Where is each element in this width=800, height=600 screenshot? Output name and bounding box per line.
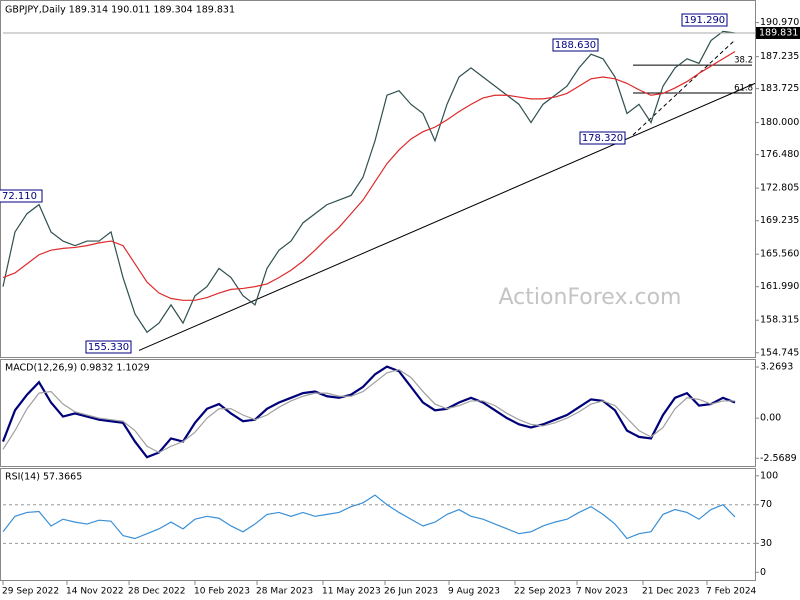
annotation-box xyxy=(552,38,599,52)
y-tick-label: 176.480 xyxy=(760,149,799,160)
x-tick-label: 21 Dec 2023 xyxy=(642,587,700,597)
fib-line xyxy=(632,39,736,136)
chart-title: GBPJPY,Daily 189.314 190.011 189.304 189… xyxy=(5,5,235,16)
x-tick-label: 28 Mar 2023 xyxy=(256,587,313,597)
price-tag xyxy=(756,26,800,39)
watermark: ActionForex.com xyxy=(499,285,682,310)
annotation: 191.290 xyxy=(684,15,725,26)
macd-panel xyxy=(0,359,756,467)
y-tick-label: 187.235 xyxy=(760,51,799,62)
x-tick-label: 29 Sep 2022 xyxy=(2,587,59,597)
macd-title: MACD(12,26,9) 0.9832 1.1029 xyxy=(5,363,150,374)
y-tick-label: -2.5689 xyxy=(760,453,797,464)
y-tick-label: 0 xyxy=(760,567,766,578)
y-tick-label: 165.560 xyxy=(760,249,799,260)
x-tick-label: 10 Feb 2023 xyxy=(194,587,250,597)
y-tick-label: 100 xyxy=(760,470,778,481)
trendline xyxy=(138,82,756,351)
annotation-box xyxy=(681,13,728,27)
rsi-panel xyxy=(0,468,756,581)
annotation: 155.330 xyxy=(88,342,129,353)
annotation: 72.110 xyxy=(2,191,37,202)
series-line xyxy=(2,50,736,301)
x-tick-label: 9 Aug 2023 xyxy=(448,587,500,597)
x-tick-label: 7 Nov 2023 xyxy=(576,587,628,597)
annotation-box xyxy=(85,340,132,354)
x-tick-label: 11 May 2023 xyxy=(322,587,381,597)
y-tick-label: 183.725 xyxy=(760,83,799,94)
y-tick-label: 172.805 xyxy=(760,183,799,194)
y-tick-label: 161.990 xyxy=(760,281,799,292)
y-tick-label: 3.2693 xyxy=(760,362,793,373)
price-tag-label: 189.831 xyxy=(759,27,798,38)
annotation: 178.320 xyxy=(582,133,623,144)
series-line xyxy=(2,30,736,334)
fib-label: 61.8 xyxy=(734,83,753,93)
y-tick-label: 0.00 xyxy=(760,413,781,424)
x-tick-label: 26 Jun 2023 xyxy=(384,587,438,597)
series-line xyxy=(1,365,736,459)
series-line xyxy=(2,369,735,454)
fib-label: 38.2 xyxy=(734,56,753,66)
y-tick-label: 30 xyxy=(760,538,772,549)
series-line xyxy=(2,494,736,540)
x-tick-label: 7 Feb 2024 xyxy=(706,587,757,597)
x-tick-label: 28 Dec 2022 xyxy=(128,587,186,597)
annotation-box xyxy=(579,131,626,145)
y-tick-label: 158.315 xyxy=(760,315,799,326)
x-tick-label: 22 Sep 2023 xyxy=(514,587,571,597)
y-tick-label: 180.000 xyxy=(760,117,799,128)
annotation-box xyxy=(0,189,43,203)
x-tick-label: 14 Nov 2022 xyxy=(66,587,124,597)
y-tick-label: 190.970 xyxy=(760,17,799,28)
y-tick-label: 154.745 xyxy=(760,347,799,358)
y-tick-label: 70 xyxy=(760,499,772,510)
y-tick-label: 169.235 xyxy=(760,215,799,226)
price-panel xyxy=(0,0,756,358)
rsi-title: RSI(14) 57.3665 xyxy=(5,472,82,483)
annotation: 188.630 xyxy=(555,40,596,51)
